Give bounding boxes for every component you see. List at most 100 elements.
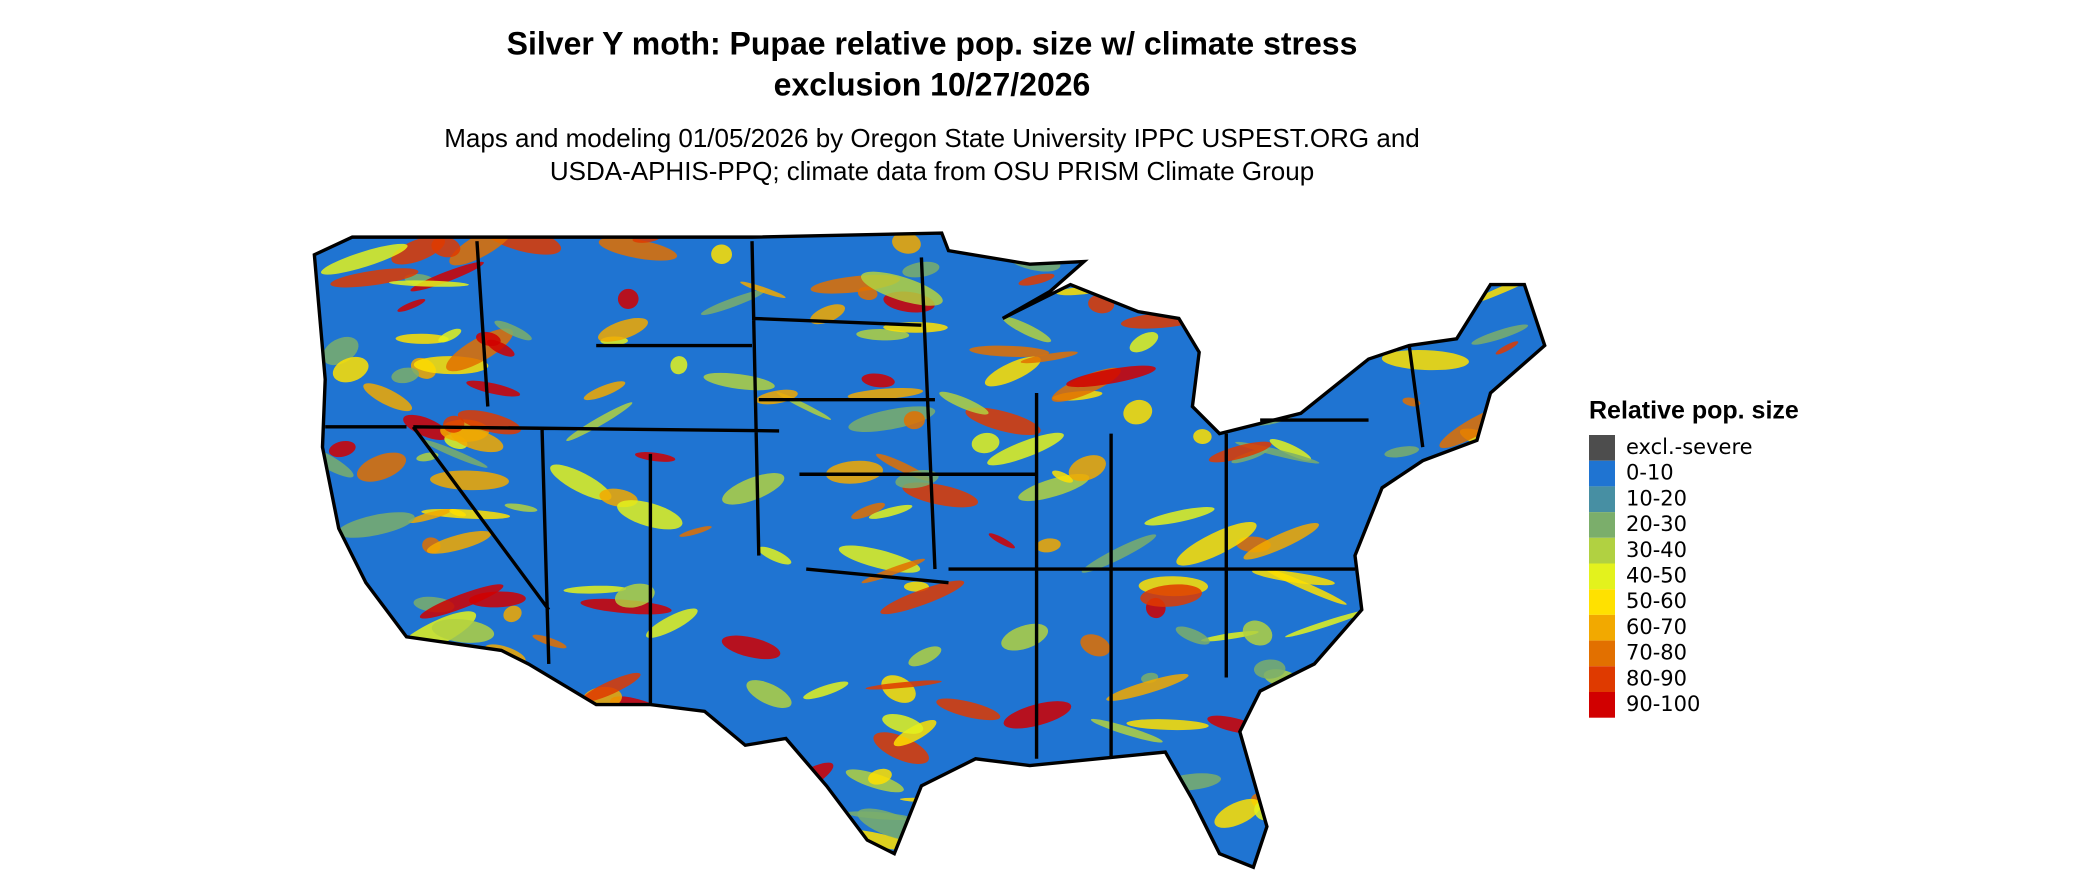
legend-label: 80-90 — [1626, 666, 1687, 690]
heat-patch — [1253, 659, 1286, 679]
heat-patch — [1287, 705, 1318, 727]
heat-patch — [504, 503, 538, 512]
legend-title: Relative pop. size — [1589, 397, 1799, 425]
heat-patch — [316, 713, 362, 741]
heat-patch — [1260, 269, 1278, 282]
heat-patch — [425, 775, 459, 789]
heat-patch — [1384, 653, 1463, 682]
heat-patch — [391, 367, 420, 384]
heat-patch — [984, 356, 1041, 387]
heat-patch — [1208, 441, 1272, 463]
heat-patch — [520, 756, 572, 785]
heat-patch — [1081, 534, 1157, 573]
heat-patch — [1453, 727, 1540, 743]
heat-patch — [1493, 242, 1545, 270]
heat-patch — [350, 629, 375, 641]
heat-patch — [434, 681, 513, 701]
heat-patch — [481, 766, 529, 787]
heat-patch — [1269, 438, 1312, 461]
heat-patch — [1309, 341, 1353, 356]
heat-patch — [1218, 273, 1265, 285]
legend-swatch — [1589, 692, 1615, 718]
heat-patch — [398, 802, 433, 827]
heat-patch — [1377, 816, 1423, 840]
heat-patch — [1437, 830, 1480, 853]
heat-patch — [1411, 558, 1445, 578]
heat-patch — [403, 795, 483, 828]
heat-patch — [1346, 771, 1411, 806]
legend-swatch — [1589, 589, 1615, 615]
heat-patch — [810, 304, 846, 325]
heat-patch — [903, 411, 925, 430]
heat-patch — [1279, 312, 1322, 327]
heat-patch — [865, 680, 942, 690]
heat-patch — [1501, 810, 1545, 831]
heat-patch — [1156, 847, 1214, 857]
heat-patch — [1005, 800, 1023, 814]
heat-patch — [1303, 347, 1325, 369]
heat-patch — [882, 714, 924, 734]
heat-patch — [1402, 294, 1468, 327]
heat-patch — [1412, 729, 1435, 744]
heat-patch — [988, 533, 1015, 549]
heat-patch — [1283, 832, 1352, 868]
heat-patch — [314, 831, 352, 863]
legend-swatch — [1589, 486, 1615, 513]
heat-patch — [1214, 798, 1262, 828]
heat-patch — [483, 233, 562, 255]
heat-patch — [1035, 538, 1061, 553]
legend-label: 30-40 — [1626, 538, 1687, 562]
legend-label: 10-20 — [1626, 486, 1687, 510]
heat-patch — [1140, 584, 1202, 607]
legend-label: 0-10 — [1626, 461, 1674, 485]
heat-patch — [494, 320, 532, 341]
heat-patch — [856, 329, 910, 341]
heat-patch — [314, 694, 352, 723]
heat-patch — [419, 584, 504, 619]
heat-patch — [908, 646, 942, 667]
heat-patch — [775, 812, 798, 831]
legend-swatch — [1589, 614, 1615, 641]
heat-patch — [1381, 349, 1469, 371]
heat-patch — [1107, 766, 1140, 792]
heat-patch — [420, 679, 456, 707]
heat-patch — [1471, 324, 1529, 345]
heat-patch — [825, 460, 883, 484]
heat-patch — [1068, 455, 1106, 482]
heat-patch — [431, 618, 495, 643]
heat-patch — [711, 244, 733, 265]
heat-patch — [1285, 610, 1367, 638]
heat-patch — [422, 679, 509, 701]
heat-patch — [1479, 692, 1545, 712]
heat-patch — [721, 635, 781, 660]
heat-patch — [880, 580, 965, 615]
heat-patch — [327, 743, 366, 768]
heat-patch — [1123, 399, 1153, 425]
heat-patch — [722, 473, 785, 505]
heat-patch — [443, 797, 498, 819]
heat-patch — [328, 440, 356, 458]
heat-patch — [408, 508, 452, 523]
title: exclusion 10/27/2026 — [774, 66, 1091, 102]
heat-patch — [1242, 620, 1273, 646]
legend-label: 50-60 — [1626, 589, 1687, 613]
heat-patch — [448, 741, 515, 752]
heat-patch — [598, 317, 648, 342]
raster — [314, 233, 1545, 868]
legend-label: 40-50 — [1626, 564, 1687, 588]
heat-patch — [1094, 274, 1146, 296]
heat-patch — [706, 827, 777, 866]
heat-patch — [332, 356, 369, 383]
title: Silver Y moth: Pupae relative pop. size … — [507, 25, 1358, 61]
heat-patch — [320, 243, 408, 275]
heat-patch — [902, 482, 979, 508]
heat-patch — [356, 452, 407, 482]
heat-patch — [1176, 521, 1257, 566]
heat-patch — [563, 585, 627, 594]
legend-label: 60-70 — [1626, 615, 1687, 639]
heat-patch — [1127, 237, 1208, 264]
heat-patch — [363, 383, 413, 412]
heat-patch — [496, 724, 556, 743]
heat-patch — [847, 387, 924, 400]
heat-patch — [1412, 628, 1483, 661]
